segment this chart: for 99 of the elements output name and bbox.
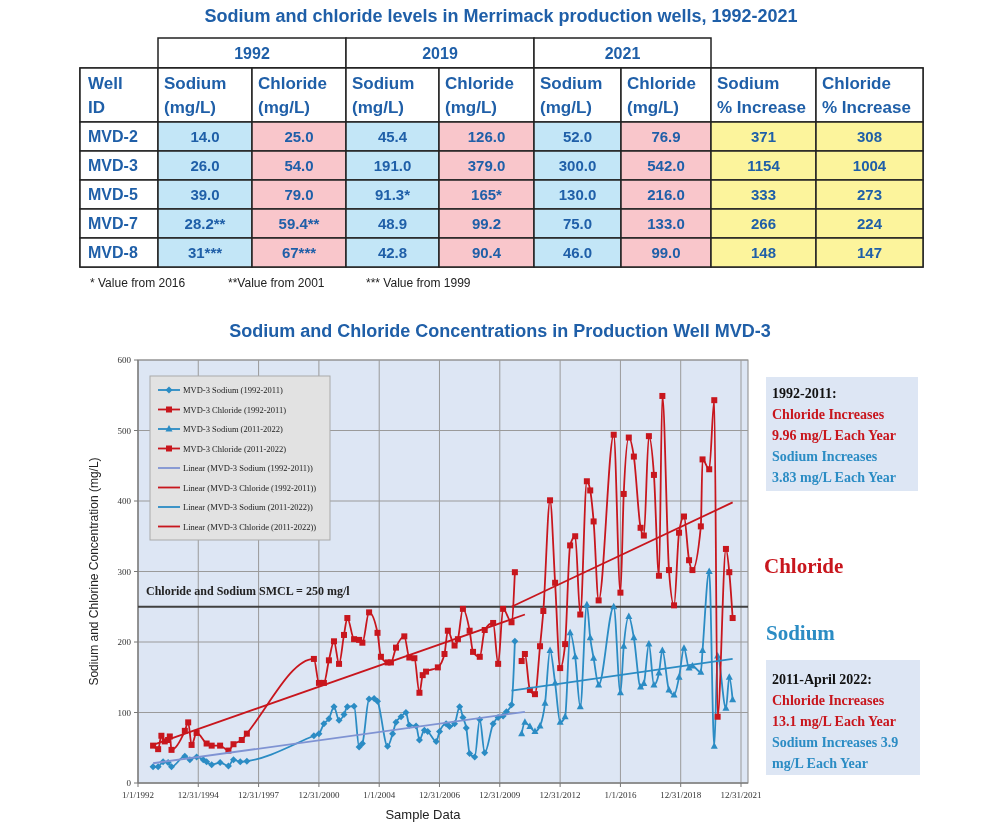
y-tick-label: MVD-5 (88, 186, 138, 203)
x-tick-label: 1/1/2016 (604, 790, 637, 800)
text: *** Value from 1999 (366, 276, 471, 290)
data-label: 45.4 (377, 128, 408, 145)
data-label: 379.0 (467, 157, 506, 174)
text: Chloride Increases 9.96 mg/L Each Year (772, 407, 896, 443)
x-tick-label: Sodium (mg/L) (540, 74, 603, 117)
x-tick-label: 12/31/2021 (720, 790, 762, 800)
data-label: 67*** (281, 244, 317, 261)
legend-label: Linear (MVD-3 Chloride (1992-2011)) (183, 482, 317, 493)
text: Sodium Increases 3.83 mg/L Each Year (772, 449, 896, 485)
x-tick-label: 12/31/2018 (660, 790, 702, 800)
legend-label: Linear (MVD-3 Sodium (1992-2011)) (183, 463, 313, 473)
x-tick-label: Chloride % Increase (822, 74, 911, 117)
data-label: 133.0 (647, 215, 685, 232)
x-tick-label: 1/1/1992 (121, 790, 155, 800)
y-axis-title: Well ID (88, 74, 123, 117)
y-tick-label: MVD-3 (88, 157, 138, 174)
text: * Value from 2016 (90, 276, 186, 290)
data-label: 52.0 (562, 128, 593, 145)
text: 2021 (604, 45, 641, 62)
data-label: 224 (856, 215, 883, 232)
data-label: 99.0 (651, 244, 681, 261)
x-tick-label: 1/1/2004 (363, 790, 396, 800)
data-label: 90.4 (471, 244, 502, 261)
text: 1992-2011: (772, 386, 837, 401)
x-tick-label: 12/31/1994 (177, 790, 220, 800)
text: 2019 (422, 45, 458, 62)
data-label: 542.0 (647, 157, 685, 174)
x-tick-label: 12/31/2012 (539, 790, 581, 800)
data-label: 1154 (747, 157, 781, 174)
data-label: 371 (750, 128, 777, 145)
y-tick-label: 200 (117, 637, 132, 647)
data-label: 48.9 (377, 215, 408, 232)
text: Chloride Increases 13.1 mg/L Each Year (772, 693, 896, 729)
data-label: 126.0 (467, 128, 506, 145)
text: 2011-April 2022: (772, 672, 872, 687)
y-tick-label: 600 (117, 355, 132, 365)
data-label: 165* (471, 186, 503, 203)
data-label: 42.8 (377, 244, 408, 261)
x-tick-label: 12/31/1997 (238, 790, 280, 800)
data-label: 54.0 (284, 157, 314, 174)
legend-label: MVD-3 Sodium (1992-2011) (183, 385, 283, 395)
data-label: 76.9 (651, 128, 681, 145)
y-tick-label: MVD-8 (88, 244, 138, 261)
text: **Value from 2001 (228, 276, 325, 290)
data-label: 300.0 (558, 157, 597, 174)
legend-label: Linear (MVD-3 Sodium (2011-2022)) (183, 502, 313, 512)
x-tick-label: Chloride (mg/L) (258, 74, 327, 117)
data-label: 14.0 (190, 128, 220, 145)
data-label: 59.4** (278, 215, 320, 232)
data-label: 99.2 (471, 215, 502, 232)
legend-label: MVD-3 Chloride (2011-2022) (183, 443, 287, 454)
data-label: 91.3* (374, 186, 411, 203)
data-label: 79.0 (284, 186, 314, 203)
y-tick-label: 300 (117, 566, 132, 577)
text: Chloride (764, 554, 844, 578)
data-label: 266 (750, 215, 777, 232)
x-tick-label: Sodium (mg/L) (352, 74, 415, 117)
data-label: 273 (856, 186, 883, 203)
data-label: 147 (856, 244, 883, 261)
y-axis-title: Sodium and Chlorine Concentration (mg/L) (87, 457, 101, 686)
text: Sodium Increases 3.9 mg/L Each Year (772, 735, 899, 771)
x-tick-label: Chloride (mg/L) (445, 74, 514, 117)
data-label: 26.0 (190, 157, 220, 174)
data-label: 216.0 (647, 186, 685, 203)
x-tick-label: Chloride (mg/L) (627, 74, 696, 117)
data-label: 130.0 (558, 186, 597, 203)
data-label: 28.2** (184, 215, 226, 232)
ref-line-label: Chloride and Sodium SMCL = 250 mg/l (146, 583, 351, 598)
x-tick-label: Sodium % Increase (717, 74, 806, 117)
x-axis-title: Sample Data (385, 807, 462, 822)
data-label: 39.0 (190, 186, 220, 203)
y-tick-label: 400 (117, 496, 132, 506)
data-label: 333 (750, 186, 777, 203)
data-label: 1004 (852, 157, 887, 174)
y-tick-label: MVD-7 (88, 215, 138, 232)
x-tick-label: Sodium (mg/L) (164, 74, 227, 117)
data-label: 308 (856, 128, 883, 145)
data-label: 75.0 (562, 215, 593, 232)
data-label: 31*** (187, 244, 223, 261)
y-tick-label: 500 (117, 425, 132, 436)
data-label: 191.0 (373, 157, 412, 174)
data-label: 46.0 (562, 244, 593, 261)
y-tick-label: MVD-2 (88, 128, 138, 145)
x-tick-label: 12/31/2006 (418, 790, 461, 800)
chart-title: Sodium and chloride levels in Merrimack production wells, 1992-2021 (204, 6, 798, 26)
legend-label: MVD-3 Chloride (1992-2011) (183, 404, 287, 415)
x-tick-label: 12/31/2009 (479, 790, 521, 800)
text: 1992 (234, 45, 270, 62)
data-label: 25.0 (284, 128, 314, 145)
data-label: 148 (750, 244, 777, 261)
y-tick-label: 100 (117, 707, 132, 718)
legend-label: Linear (MVD-3 Chloride (2011-2022)) (183, 521, 317, 532)
y-tick-label: 0 (126, 778, 132, 788)
text: Sodium (766, 621, 836, 645)
chart-title: Sodium and Chloride Concentrations in Production Well MVD-3 (229, 321, 771, 341)
x-tick-label: 12/31/2000 (298, 790, 340, 800)
legend-label: MVD-3 Sodium (2011-2022) (183, 424, 283, 434)
